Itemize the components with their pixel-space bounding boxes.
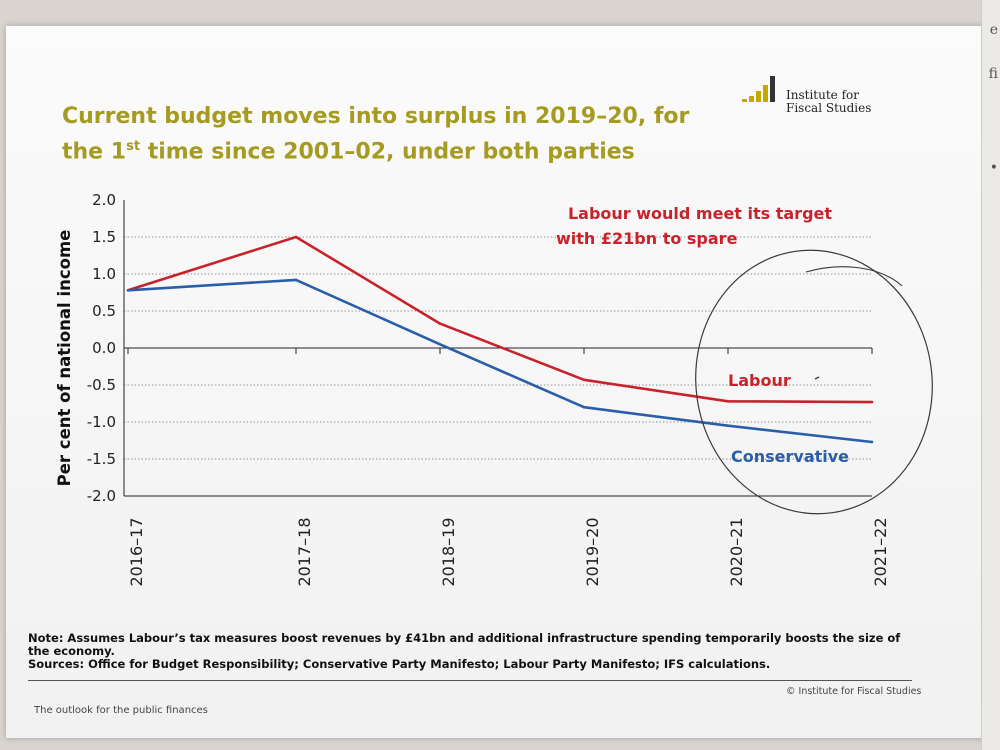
label-layer: 2.0 1.5 1.0 0.5 0.0 -0.5 -1.0 -1.5 -2.0 2016–17 20… (55, 191, 890, 587)
sources-text: Sources: Office for Budget Responsibilit… (28, 657, 771, 671)
data-point-labour (726, 399, 730, 403)
edge-letter: • (989, 160, 998, 176)
axis-layer (123, 200, 873, 497)
footer-left-text: The outlook for the public finances (34, 705, 208, 716)
note-text: Note: Assumes Labour’s tax measures boos… (28, 631, 901, 658)
data-point-conservative (726, 424, 730, 428)
footer-rule (28, 680, 912, 681)
series-line-labour (127, 235, 873, 404)
copyright-text: © Institute for Fiscal Studies (786, 686, 922, 697)
y-tick-label: -1.0 (87, 413, 116, 431)
x-tick-label: 2018–19 (439, 517, 458, 586)
title-line-1: Current budget moves into surplus in 201… (62, 104, 690, 129)
x-tick-label: 2020–21 (727, 517, 746, 586)
y-tick-label: -1.5 (87, 450, 116, 468)
pen-mark (814, 376, 820, 380)
edge-letter: fi (988, 66, 998, 82)
handwritten-stroke (805, 266, 903, 287)
data-point-conservative (582, 405, 586, 409)
y-axis-title: Per cent of national income (55, 230, 74, 487)
chart-title: Current budget moves into surplus in 201… (62, 102, 689, 167)
title-superscript: st (126, 139, 141, 154)
data-point-conservative (126, 288, 130, 292)
title-line-2-start: the 1 (62, 139, 127, 165)
data-point-labour (294, 235, 298, 239)
handwritten-circle (695, 249, 933, 515)
series-layer (126, 235, 874, 444)
logo-line-2: Fiscal Studies (786, 101, 872, 115)
y-tick-label: 2.0 (92, 191, 116, 209)
chart-notes: Note: Assumes Labour’s tax measures boos… (28, 632, 908, 671)
y-tick-label: 0.5 (92, 302, 116, 320)
y-tick-label: 0.0 (92, 339, 116, 357)
data-point-conservative (438, 343, 442, 346)
x-tick-label: 2021–22 (871, 517, 890, 586)
title-line-2-end: time since 2001–02, under both parties (140, 139, 635, 165)
y-tick-label: -0.5 (87, 376, 116, 394)
data-point-conservative (870, 440, 874, 444)
y-tick-label: 1.5 (92, 228, 116, 246)
edge-letter: e (989, 22, 998, 38)
paper-sheet (6, 26, 990, 738)
y-tick-label: 1.0 (92, 265, 116, 283)
data-point-labour (438, 322, 442, 325)
data-point-conservative (294, 278, 298, 282)
x-tick-label: 2016–17 (127, 517, 146, 586)
data-point-labour (870, 400, 874, 404)
logo-line-1: Institute for (786, 88, 859, 102)
adjacent-page-edge: e fi • (981, 0, 1000, 750)
logo-text: Institute for Fiscal Studies (786, 89, 871, 115)
labour-target-annotation-line-1: Labour would meet its target (568, 204, 832, 223)
labour-series-label: Labour (728, 371, 791, 390)
x-tick-label: 2019–20 (583, 517, 602, 586)
conservative-series-label: Conservative (731, 447, 849, 466)
x-tick-label: 2017–18 (295, 517, 314, 586)
series-line-conservative (127, 278, 873, 444)
y-tick-label: -2.0 (87, 487, 116, 505)
ifs-logo: Institute for Fiscal Studies (742, 76, 902, 120)
data-point-labour (582, 378, 586, 382)
labour-target-annotation-line-2: with £21bn to spare (556, 229, 738, 248)
